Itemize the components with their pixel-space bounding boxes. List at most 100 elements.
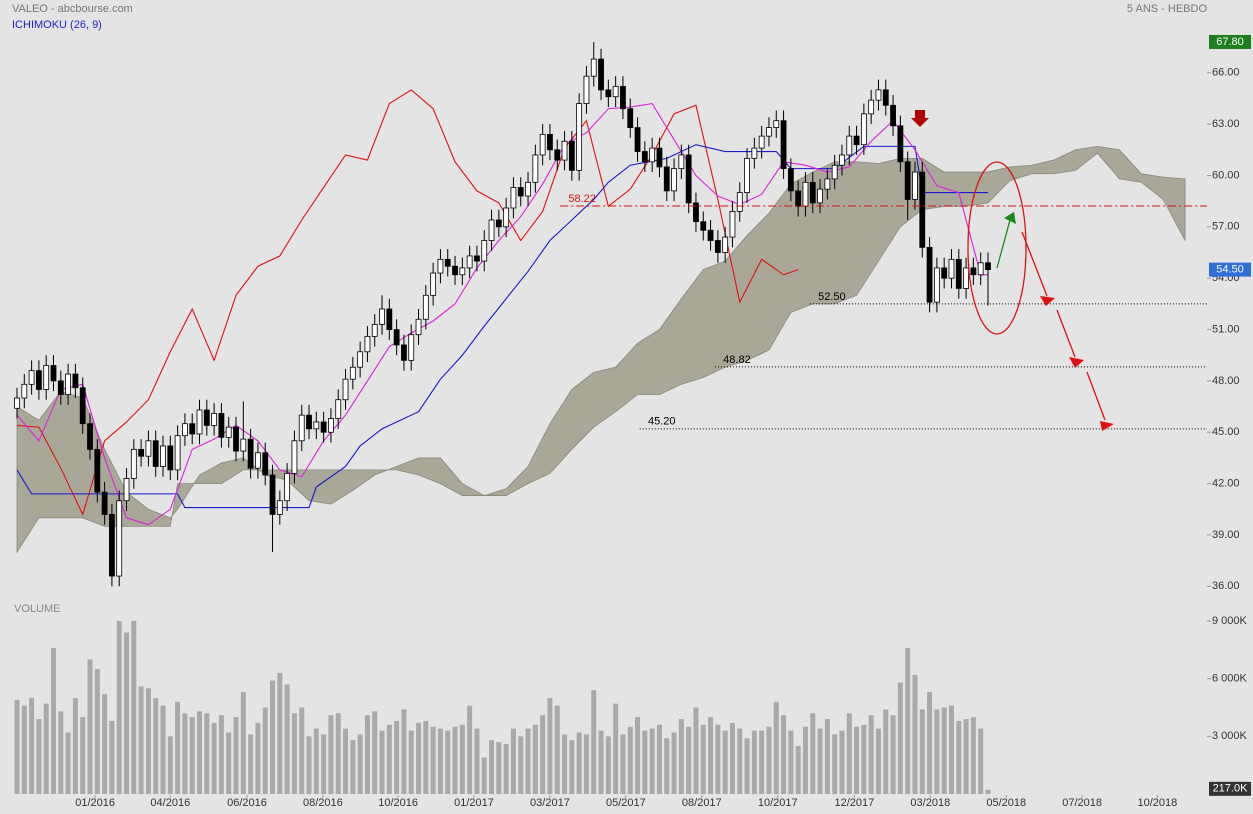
volume-bar bbox=[423, 720, 429, 794]
x-tick-label: 01/2016 bbox=[75, 797, 115, 809]
candle-body bbox=[306, 414, 312, 430]
ichimoku-cloud bbox=[16, 145, 1186, 554]
level-label: 45.20 bbox=[648, 416, 676, 428]
volume-bar bbox=[810, 713, 816, 794]
candle-body bbox=[912, 171, 918, 200]
volume-bar bbox=[715, 724, 721, 794]
volume-bar bbox=[94, 669, 100, 794]
y-tick-label: 51.00 bbox=[1212, 323, 1240, 335]
volume-bar bbox=[160, 705, 166, 794]
candle-body bbox=[846, 135, 853, 156]
volume-bar bbox=[102, 694, 108, 794]
candle-body bbox=[897, 125, 904, 163]
volume-bar bbox=[496, 742, 502, 794]
volume-bar bbox=[554, 705, 560, 794]
volume-bar bbox=[854, 726, 860, 794]
volume-bar bbox=[248, 734, 254, 794]
volume-bar bbox=[686, 726, 692, 794]
candle-body bbox=[298, 414, 305, 442]
volume-bar bbox=[839, 730, 845, 794]
candles-layer bbox=[14, 41, 991, 587]
candle-body bbox=[649, 147, 656, 163]
candle-body bbox=[145, 440, 152, 457]
x-tick-label: 08/2017 bbox=[682, 797, 722, 809]
candle-body bbox=[459, 267, 466, 276]
y-tick-label: 3 000K bbox=[1212, 730, 1248, 742]
volume-bar bbox=[51, 647, 57, 794]
volume-bar bbox=[846, 713, 852, 794]
volume-bar bbox=[218, 715, 224, 794]
volume-bar bbox=[883, 709, 889, 794]
red-arrow-head bbox=[1040, 296, 1055, 306]
candle-body bbox=[517, 187, 524, 197]
x-tick-label: 06/2016 bbox=[227, 797, 267, 809]
volume-bar bbox=[313, 728, 319, 794]
candle-body bbox=[714, 240, 721, 253]
candle-body bbox=[79, 387, 86, 425]
candle-body bbox=[225, 426, 232, 438]
candle-body bbox=[576, 103, 583, 171]
volume-bar bbox=[729, 722, 735, 794]
volume-bar bbox=[656, 724, 662, 794]
lines-layer bbox=[16, 89, 988, 526]
volume-bar bbox=[197, 711, 203, 794]
volume-title: VOLUME bbox=[14, 603, 60, 615]
volume-bar bbox=[510, 728, 516, 794]
candle-body bbox=[408, 334, 415, 361]
volume-bar bbox=[408, 730, 414, 794]
candle-body bbox=[941, 267, 948, 279]
candle-body bbox=[605, 89, 612, 98]
volume-bar bbox=[985, 789, 991, 794]
candle-body bbox=[364, 335, 371, 353]
candle-body bbox=[802, 181, 809, 207]
volume-bar bbox=[306, 736, 312, 794]
volume-bar bbox=[72, 697, 78, 794]
candle-body bbox=[525, 181, 531, 197]
volume-bar bbox=[583, 734, 589, 794]
volume-bar bbox=[262, 707, 268, 794]
red-arrow bbox=[1056, 309, 1076, 358]
candle-body bbox=[21, 383, 28, 399]
candle-body bbox=[43, 365, 50, 390]
red-arrow bbox=[1086, 371, 1106, 421]
candle-body bbox=[758, 135, 765, 149]
candle-body bbox=[422, 294, 429, 320]
candle-body bbox=[963, 267, 969, 289]
candle-body bbox=[955, 258, 962, 289]
candle-body bbox=[167, 445, 174, 471]
volume-bar bbox=[678, 719, 684, 794]
volume-bar bbox=[759, 730, 765, 794]
x-tick-label: 07/2018 bbox=[1062, 797, 1102, 809]
volume-bar bbox=[21, 705, 27, 794]
green-arrow bbox=[996, 219, 1011, 269]
candle-body bbox=[532, 154, 539, 183]
price-marker bbox=[1209, 262, 1251, 277]
volume-bar bbox=[87, 659, 93, 794]
candle-body bbox=[729, 211, 736, 238]
indicator-line bbox=[16, 102, 988, 526]
x-tick-label: 01/2017 bbox=[454, 797, 494, 809]
volume-bar bbox=[737, 728, 743, 794]
candle-body bbox=[386, 308, 393, 330]
volume-bar bbox=[328, 715, 334, 794]
volume-bar bbox=[664, 738, 670, 794]
y-tick-label: 36.00 bbox=[1212, 580, 1240, 592]
price-marker bbox=[1209, 34, 1251, 49]
volume-bar bbox=[963, 719, 969, 794]
candle-body bbox=[255, 452, 261, 469]
candle-body bbox=[196, 409, 203, 435]
y-tick-label: 66.00 bbox=[1212, 67, 1240, 79]
candle-body bbox=[503, 207, 510, 228]
volume-bar bbox=[124, 632, 130, 794]
volume-bar bbox=[649, 728, 655, 794]
volume-bar bbox=[970, 717, 976, 794]
volume-bar bbox=[401, 709, 407, 794]
volume-bar bbox=[58, 711, 64, 794]
volume-bar bbox=[379, 730, 385, 794]
volume-bar bbox=[226, 732, 232, 794]
x-tick-label: 05/2017 bbox=[606, 797, 646, 809]
volume-bar bbox=[532, 724, 538, 794]
candle-body bbox=[919, 171, 926, 248]
candle-body bbox=[474, 255, 480, 262]
red-arrow-head bbox=[1100, 421, 1114, 431]
